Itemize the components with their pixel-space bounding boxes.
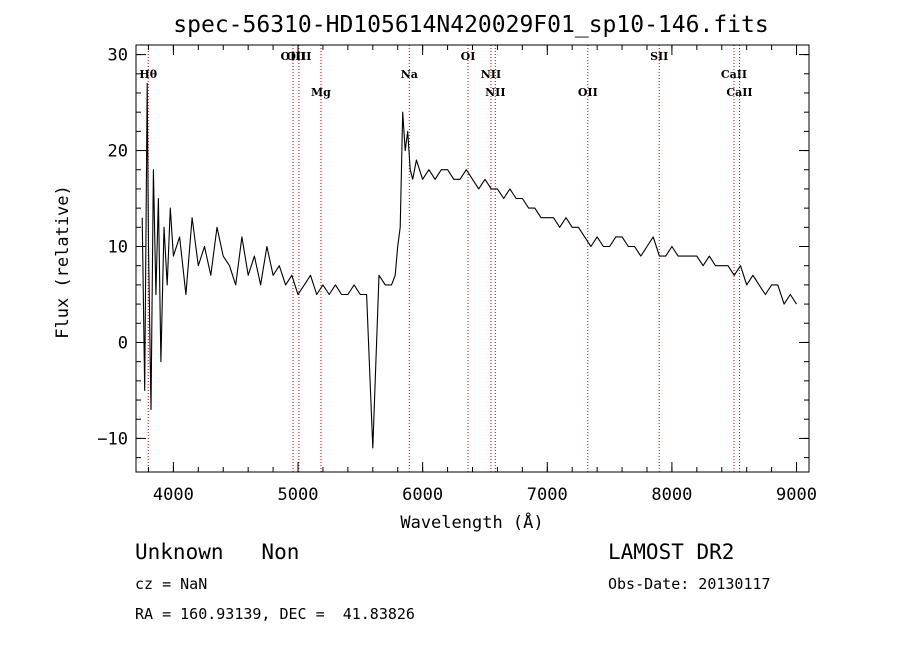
- x-tick-label: 9000: [776, 485, 817, 505]
- chart-title: spec-56310-HD105614N420029F01_sp10-146.f…: [173, 12, 768, 38]
- y-tick-label: 30: [108, 46, 128, 66]
- line-marker-label: OII: [578, 86, 598, 99]
- coordinates-text: RA = 160.93139, DEC = 41.83826: [135, 605, 415, 623]
- line-marker-label: CaII: [726, 86, 752, 99]
- line-marker-label: NII: [481, 68, 501, 81]
- y-tick-label: −10: [97, 429, 128, 449]
- classification-text: Unknown Non: [135, 540, 299, 564]
- line-marker-label: NII: [485, 86, 505, 99]
- x-tick-label: 6000: [402, 485, 443, 505]
- spectrum-line: [141, 82, 797, 449]
- redshift-text: cz = NaN: [135, 575, 207, 593]
- x-tick-label: 4000: [153, 485, 194, 505]
- y-axis-label: Flux (relative): [53, 185, 73, 339]
- line-marker-label: Mg: [311, 86, 331, 99]
- obs-date-text: Obs-Date: 20130117: [608, 575, 771, 593]
- x-tick-label: 7000: [527, 485, 568, 505]
- line-marker-label: OI: [461, 50, 476, 63]
- y-tick-label: 10: [108, 238, 128, 258]
- line-marker-label: OIII: [286, 50, 311, 63]
- y-tick-label: 0: [118, 333, 128, 353]
- survey-label: LAMOST DR2: [608, 540, 734, 564]
- y-tick-label: 20: [108, 142, 128, 162]
- spectrum-series: [141, 82, 797, 449]
- x-axis-label: Wavelength (Å): [400, 511, 543, 533]
- line-marker-label: CaII: [721, 68, 747, 81]
- line-marker-label: SII: [650, 50, 668, 63]
- x-tick-label: 8000: [651, 485, 692, 505]
- x-tick-label: 5000: [278, 485, 319, 505]
- line-marker-label: OIII: [281, 50, 306, 63]
- line-marker-label: Hθ: [139, 68, 157, 81]
- line-marker-label: Na: [401, 68, 418, 81]
- axis-ticks: 4000 5000 6000 7000 8000 9000 −10 0 10 20 30: [97, 45, 817, 505]
